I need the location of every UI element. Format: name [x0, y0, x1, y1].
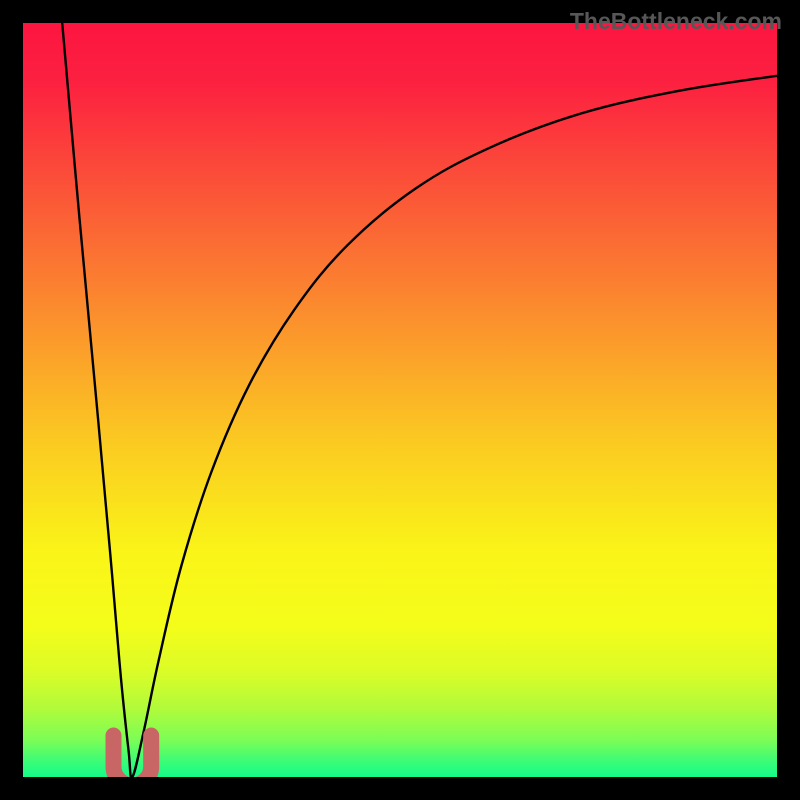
- plot-gradient: [23, 23, 777, 777]
- bottleneck-chart: [0, 0, 800, 800]
- credit-text: TheBottleneck.com: [570, 8, 782, 35]
- chart-container: TheBottleneck.com: [0, 0, 800, 800]
